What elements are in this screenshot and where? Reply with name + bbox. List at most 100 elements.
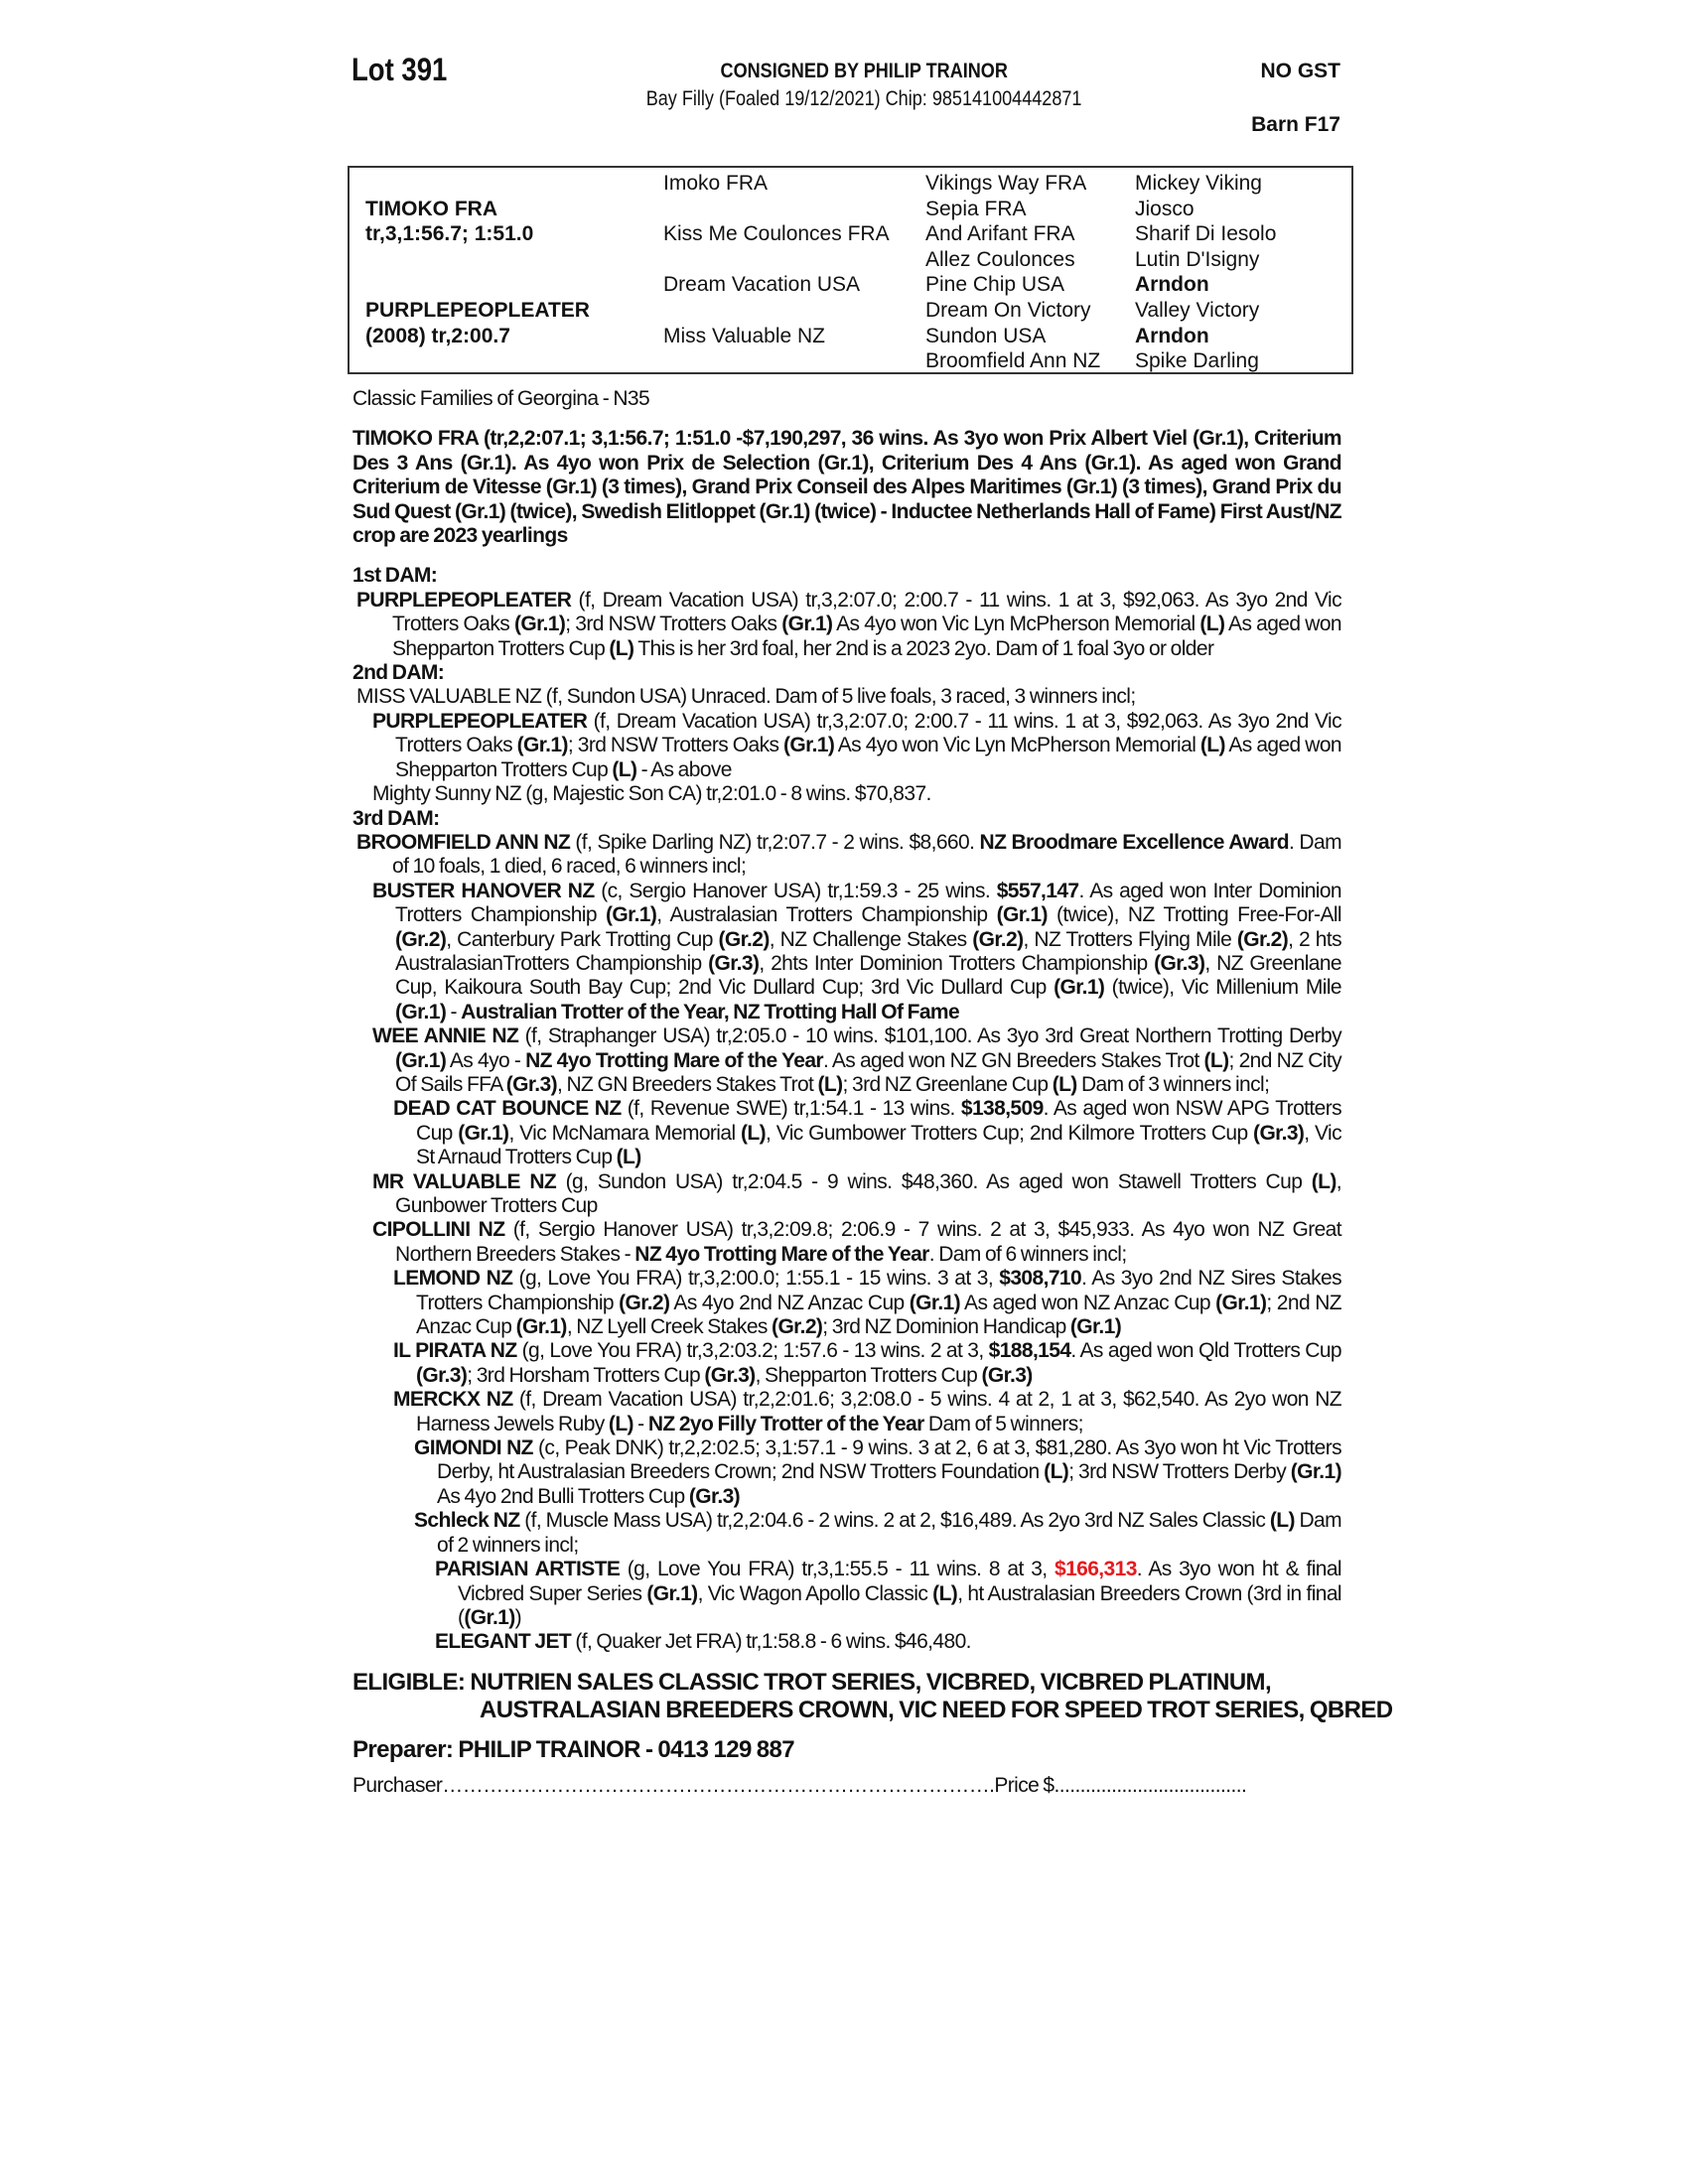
entry-text: (f, Dream Vacation USA) tr,3,2:07.0; 2:0… — [395, 709, 1342, 757]
progeny-entry: BROOMFIELD ANN NZ (f, Spike Darling NZ) … — [352, 830, 1342, 880]
entry-text: As 4yo - — [446, 1048, 526, 1072]
progeny-entry: Schleck NZ (f, Muscle Mass USA) tr,2,2:0… — [352, 1509, 1342, 1558]
pedigree-great-grandparent: Pine Chip USA — [925, 273, 1065, 297]
entry-text: As aged won Shepparton Trotters Cup — [395, 734, 1342, 781]
entry-text: (Gr.1) — [909, 1291, 961, 1314]
gst-status: NO GST — [1260, 60, 1340, 82]
entry-text: (L) — [1203, 1048, 1230, 1072]
horse-name: MERCKX NZ — [393, 1388, 513, 1412]
entry-text: , NZ Trotters Flying Mile — [1023, 927, 1237, 951]
entry-text: (f, Sergio Hanover USA) tr,3,2:09.8; 2:0… — [395, 1218, 1342, 1266]
entry-text: (twice), NZ Trotting Free-For-All — [1047, 903, 1342, 927]
entry-text: ; 3rd NSW Trotters Derby — [1068, 1460, 1291, 1484]
entry-text: (Gr.1) — [1290, 1460, 1342, 1484]
progeny-entry: MISS VALUABLE NZ (f, Sundon USA) Unraced… — [352, 685, 1341, 709]
catalogue-body: Classic Families of Georgina - N35 TIMOK… — [352, 387, 1393, 1799]
pedigree-gen4-ancestor: Mickey Viking — [1135, 172, 1262, 195]
entry-text: $166,313 — [1054, 1558, 1137, 1581]
entry-text: ; 3rd Horsham Trotters Cup — [467, 1363, 705, 1387]
horse-name: ELEGANT JET — [435, 1630, 572, 1654]
consignor-text: CONSIGNED BY PHILIP TRAINOR — [720, 60, 1008, 82]
family-line: Classic Families of Georgina - N35 — [352, 387, 650, 410]
horse-name: Schleck NZ — [414, 1509, 520, 1533]
entry-text: (Gr.3) — [1154, 951, 1205, 975]
entry-text: (Gr.2) — [619, 1291, 670, 1314]
barn-location: Barn F17 — [1251, 113, 1340, 136]
entry-text: (f, Muscle Mass USA) tr,2,2:04.6 - 2 win… — [519, 1509, 1270, 1533]
entry-text: (Gr.2) — [718, 927, 771, 951]
pedigree-gen4-ancestor: Arndon — [1135, 273, 1209, 297]
entry-text: (Gr.1) — [996, 903, 1049, 927]
pedigree-gen4-ancestor: Jiosco — [1135, 197, 1195, 220]
entry-text: - As above — [636, 757, 733, 781]
entry-text: Dam of 5 winners; — [923, 1412, 1084, 1435]
entry-text: (g, Love You FRA) tr,3,2:03.2; 1:57.6 - … — [516, 1339, 989, 1363]
progeny-entry: BUSTER HANOVER NZ (c, Sergio Hanover USA… — [352, 879, 1342, 1024]
horse-name: BUSTER HANOVER NZ — [372, 879, 595, 902]
entry-text: (Gr.1) — [395, 1000, 447, 1024]
entry-text: , NZ Greenlane Cup, Kaikoura South Bay C… — [395, 951, 1342, 1000]
progeny-entry: DEAD CAT BOUNCE NZ (f, Revenue SWE) tr,1… — [352, 1097, 1342, 1169]
dam-heading: 2nd DAM: — [352, 661, 445, 685]
entry-text: As aged won NZ Anzac Cup — [960, 1291, 1216, 1314]
entry-text: (Gr.1) — [1069, 1315, 1122, 1339]
entry-text: Australian Trotter of the Year, NZ Trott… — [461, 1000, 960, 1024]
entry-text: NZ 4yo Trotting Mare of the Year — [634, 1242, 929, 1266]
pedigree-gen4-ancestor: Valley Victory — [1135, 299, 1260, 322]
purchaser-price-line: Purchaser……………………………………………………………………….Pri… — [352, 1774, 1247, 1798]
entry-text: (Gr.3) — [688, 1484, 741, 1508]
entry-text: ; 3rd NZ Dominion Handicap — [822, 1315, 1070, 1339]
entry-text: (L) — [1199, 734, 1226, 757]
entry-text: $138,509 — [960, 1097, 1044, 1121]
pedigree-gen4-ancestor: Spike Darling — [1135, 349, 1259, 373]
pedigree-table: TIMOKO FRA tr,3,1:56.7; 1:51.0 PURPLEPEOPL… — [348, 166, 1353, 374]
entry-text: ; 3rd NSW Trotters Oaks — [567, 734, 784, 757]
entry-text: (Gr.1) — [1054, 976, 1105, 1000]
dam-heading: 3rd DAM: — [352, 806, 440, 830]
entry-text: NZ Broodmare Excellence Award — [979, 830, 1290, 854]
entry-text: (Gr.2) — [972, 927, 1024, 951]
entry-text: (Gr.3) — [505, 1072, 558, 1096]
entry-text: , 2hts Inter Dominion Trotters Champions… — [759, 951, 1155, 975]
entry-text: (Gr.1) — [783, 734, 835, 757]
pedigree-great-grandparent: And Arifant FRA — [925, 222, 1075, 246]
entry-text: As 4yo 2nd NZ Anzac Cup — [669, 1291, 910, 1314]
entry-text: . As aged won NSW APG Trotters Cup — [416, 1097, 1342, 1145]
progeny-entry: IL PIRATA NZ (g, Love You FRA) tr,3,2:03… — [352, 1339, 1342, 1388]
entry-text: , Vic Gumbower Trotters Cup; 2nd Kilmore… — [766, 1121, 1254, 1145]
horse-description: Bay Filly (Foaled 19/12/2021) Chip: 9851… — [0, 87, 1688, 111]
pedigree-great-grandparent: Sundon USA — [925, 324, 1047, 347]
entry-text: (L) — [608, 1412, 634, 1435]
entry-text: ; 2nd NZ Anzac Cup — [416, 1291, 1342, 1339]
entry-text: . Dam of 6 winners incl; — [928, 1242, 1127, 1266]
entry-text: Dam of 2 winners incl; — [437, 1509, 1342, 1557]
horse-name: PURPLEPEOPLEATER — [356, 588, 572, 612]
horse-name: MR VALUABLE NZ — [372, 1169, 557, 1193]
horse-name: WEE ANNIE NZ — [372, 1024, 519, 1048]
entry-text: ; 2nd NZ City Of Sails FFA — [395, 1048, 1342, 1096]
pedigree-gen4-ancestor: Sharif Di Iesolo — [1135, 222, 1277, 246]
horse-name: PURPLEPEOPLEATER — [372, 709, 588, 733]
entry-text: This is her 3rd foal, her 2nd is a 2023 … — [633, 636, 1214, 660]
entry-text: (Gr.1) — [513, 613, 566, 636]
entry-text: ; 3rd NSW Trotters Oaks — [565, 613, 782, 636]
progeny-entry: MR VALUABLE NZ (g, Sundon USA) tr,2:04.5… — [352, 1169, 1342, 1219]
entry-text: (Gr.1) — [1215, 1291, 1267, 1314]
entry-text: (L) — [1052, 1072, 1078, 1096]
entry-text: (Gr.1) — [516, 734, 569, 757]
progeny-entry: ELEGANT JET (f, Quaker Jet FRA) tr,1:58.… — [352, 1630, 1341, 1654]
entry-text: (f, Revenue SWE) tr,1:54.1 - 13 wins. — [621, 1097, 961, 1121]
horse-name: IL PIRATA NZ — [393, 1339, 517, 1363]
entry-text: (L) — [741, 1121, 767, 1145]
entry-text: (Gr.3) — [708, 951, 760, 975]
entry-text: (L) — [1269, 1509, 1296, 1533]
progeny-entry: PARISIAN ARTISTE (g, Love You FRA) tr,3,… — [352, 1558, 1342, 1630]
entry-text: . As aged won NZ GN Breeders Stakes Trot — [822, 1048, 1204, 1072]
horse-name: BROOMFIELD ANN NZ — [356, 830, 571, 854]
entry-text: , NZ Challenge Stakes — [769, 927, 973, 951]
entry-text: , Vic McNamara Memorial — [508, 1121, 741, 1145]
entry-text: (g, Love You FRA) tr,3,1:55.5 - 11 wins.… — [620, 1558, 1055, 1581]
pedigree-grandparent: Dream Vacation USA — [663, 273, 861, 297]
entry-text: (Gr.1) — [515, 1315, 568, 1339]
entry-text: , Vic Wagon Apollo Classic — [697, 1581, 933, 1605]
